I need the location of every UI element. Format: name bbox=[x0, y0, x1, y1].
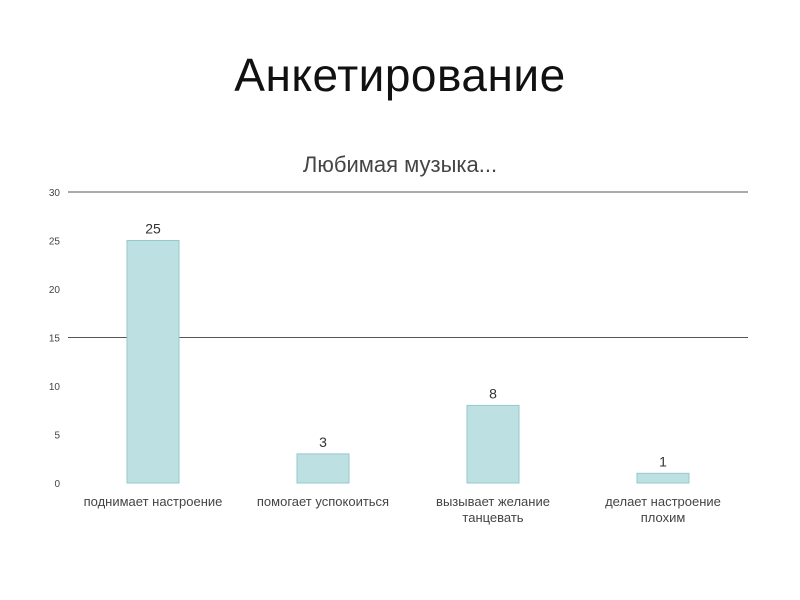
bar-1 bbox=[126, 240, 180, 484]
category-label: вызывает желание танцевать bbox=[436, 494, 550, 525]
y-tick-label: 5 bbox=[54, 431, 60, 442]
y-tick-label: 20 bbox=[49, 285, 61, 296]
y-tick-label: 30 bbox=[49, 188, 61, 199]
data-labels: 25 3 8 1 bbox=[145, 221, 667, 470]
category-label: помогает успокоиться bbox=[257, 494, 389, 509]
y-tick-label: 10 bbox=[49, 382, 61, 393]
y-tick-label: 25 bbox=[49, 237, 61, 248]
bar-4 bbox=[636, 472, 690, 484]
bar-2 bbox=[296, 453, 350, 484]
chart-title: Любимая музыка... bbox=[303, 152, 497, 177]
bars bbox=[126, 240, 690, 484]
data-label: 1 bbox=[659, 453, 667, 469]
y-tick-label: 0 bbox=[54, 479, 60, 490]
slide-title: Анкетирование bbox=[234, 49, 566, 101]
data-label: 3 bbox=[319, 434, 327, 450]
category-label: поднимает настроение bbox=[84, 494, 223, 509]
data-label: 25 bbox=[145, 221, 161, 237]
gridlines bbox=[68, 191, 748, 338]
y-axis-ticks: 0 5 10 15 20 25 30 bbox=[49, 188, 61, 490]
x-axis-categories: поднимает настроение помогает успокоиться… bbox=[84, 494, 721, 525]
bar-3 bbox=[466, 404, 520, 484]
y-tick-label: 15 bbox=[49, 334, 61, 345]
data-label: 8 bbox=[489, 385, 497, 401]
category-label: делает настроение плохим bbox=[605, 494, 721, 525]
